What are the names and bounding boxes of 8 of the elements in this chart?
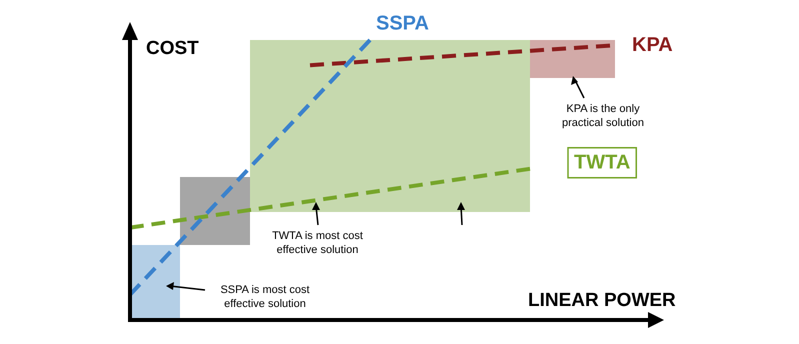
y-axis-title: COST — [146, 38, 199, 60]
annotation: TWTA is most cost effective solution — [271, 229, 364, 257]
annotation: KPA is the only practical solution — [561, 102, 645, 130]
series-label: SSPA — [376, 12, 429, 35]
text: TWTA — [574, 151, 630, 174]
annotation: SSPA is most cost effective solution — [219, 283, 311, 311]
series-label: KPA — [632, 34, 673, 56]
x-axis-title: LINEAR POWER — [528, 290, 676, 312]
